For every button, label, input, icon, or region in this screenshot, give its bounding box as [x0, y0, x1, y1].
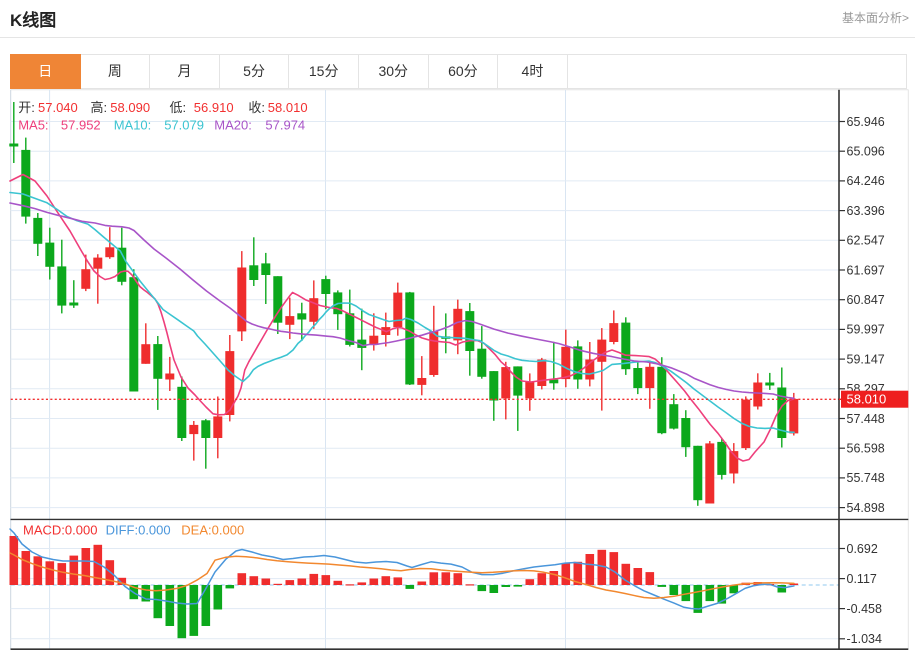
svg-text:61.697: 61.697 [847, 263, 885, 277]
svg-text:57.448: 57.448 [847, 412, 885, 426]
svg-text:58.010: 58.010 [847, 392, 887, 407]
svg-text:65.096: 65.096 [847, 145, 885, 159]
svg-text:高:: 高: [91, 100, 108, 115]
svg-text:55.748: 55.748 [847, 471, 885, 485]
svg-text:56.598: 56.598 [847, 442, 885, 456]
svg-text:收:: 收: [248, 100, 265, 115]
svg-text:59.147: 59.147 [847, 352, 885, 366]
svg-text:0.117: 0.117 [847, 572, 877, 586]
svg-text:-0.458: -0.458 [847, 602, 882, 616]
svg-text:57.079: 57.079 [164, 117, 204, 132]
svg-text:MACD:0.000: MACD:0.000 [23, 522, 97, 537]
svg-text:MA5:: MA5: [18, 117, 48, 132]
svg-text:62.547: 62.547 [847, 234, 885, 248]
svg-text:60.847: 60.847 [847, 293, 885, 307]
svg-text:DIFF:0.000: DIFF:0.000 [106, 522, 171, 537]
svg-text:低:: 低: [170, 100, 187, 115]
svg-text:0.692: 0.692 [847, 542, 878, 556]
svg-text:54.898: 54.898 [847, 501, 885, 515]
svg-text:65.946: 65.946 [847, 115, 885, 129]
svg-text:DEA:0.000: DEA:0.000 [181, 522, 244, 537]
svg-text:MA10:: MA10: [114, 117, 152, 132]
svg-text:57.040: 57.040 [38, 100, 78, 115]
svg-text:MA20:: MA20: [214, 117, 252, 132]
svg-text:58.090: 58.090 [110, 100, 150, 115]
svg-text:57.974: 57.974 [265, 117, 305, 132]
svg-text:63.396: 63.396 [847, 204, 885, 218]
svg-text:56.910: 56.910 [194, 100, 234, 115]
svg-text:64.246: 64.246 [847, 174, 885, 188]
svg-text:-1.034: -1.034 [847, 632, 882, 646]
svg-text:57.952: 57.952 [61, 117, 101, 132]
svg-text:59.997: 59.997 [847, 323, 885, 337]
svg-text:开:: 开: [18, 100, 35, 115]
svg-text:58.010: 58.010 [268, 100, 308, 115]
